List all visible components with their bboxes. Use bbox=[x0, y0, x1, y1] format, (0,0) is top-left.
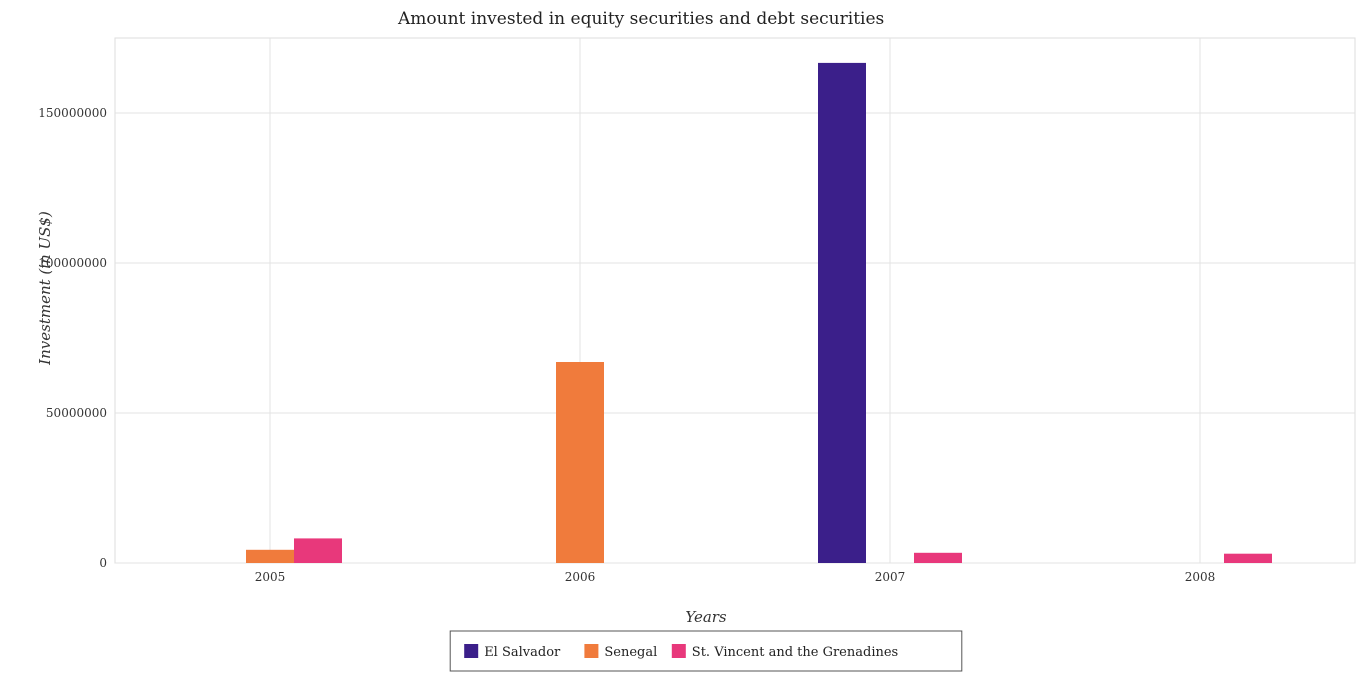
legend-entry: St. Vincent and the Grenadines bbox=[692, 645, 898, 660]
x-tick-label: 2006 bbox=[565, 570, 596, 584]
grid bbox=[114, 37, 1356, 564]
y-tick-label: 150000000 bbox=[38, 106, 107, 120]
legend-box bbox=[449, 630, 963, 672]
y-tick-labels: 0 50000000 100000000 150000000 bbox=[38, 106, 107, 570]
bar-st-vincent-and-the-grenadines-2008 bbox=[1224, 553, 1272, 563]
bar-st-vincent-and-the-grenadines-2007 bbox=[914, 552, 962, 563]
y-tick-label: 50000000 bbox=[46, 406, 107, 420]
chart-title: Amount invested in equity securities and… bbox=[397, 9, 884, 29]
legend-swatch bbox=[464, 644, 479, 658]
bar-senegal-2006 bbox=[556, 362, 604, 563]
y-tick-label: 0 bbox=[99, 556, 107, 570]
x-tick-label: 2007 bbox=[875, 570, 906, 584]
legend-swatch bbox=[584, 644, 599, 658]
bar-senegal-2005 bbox=[246, 549, 294, 563]
x-tick-label: 2008 bbox=[1185, 570, 1216, 584]
y-axis-label: Investment (in US$) bbox=[36, 211, 54, 366]
bars bbox=[246, 62, 1272, 564]
legend-swatch bbox=[671, 644, 686, 658]
legend-entry: Senegal bbox=[604, 645, 657, 660]
legend-entry: El Salvador bbox=[484, 645, 561, 660]
x-axis-label: Years bbox=[685, 608, 727, 626]
x-tick-labels: 2005 2006 2007 2008 bbox=[255, 570, 1216, 584]
y-tick-label: 100000000 bbox=[38, 256, 107, 270]
plot-frame bbox=[114, 37, 1356, 564]
legend: El Salvador Senegal St. Vincent and the Gr… bbox=[449, 630, 963, 672]
x-tick-label: 2005 bbox=[255, 570, 286, 584]
bar-el-salvador-2007 bbox=[818, 62, 866, 564]
bar-st-vincent-and-the-grenadines-2005 bbox=[294, 538, 342, 563]
